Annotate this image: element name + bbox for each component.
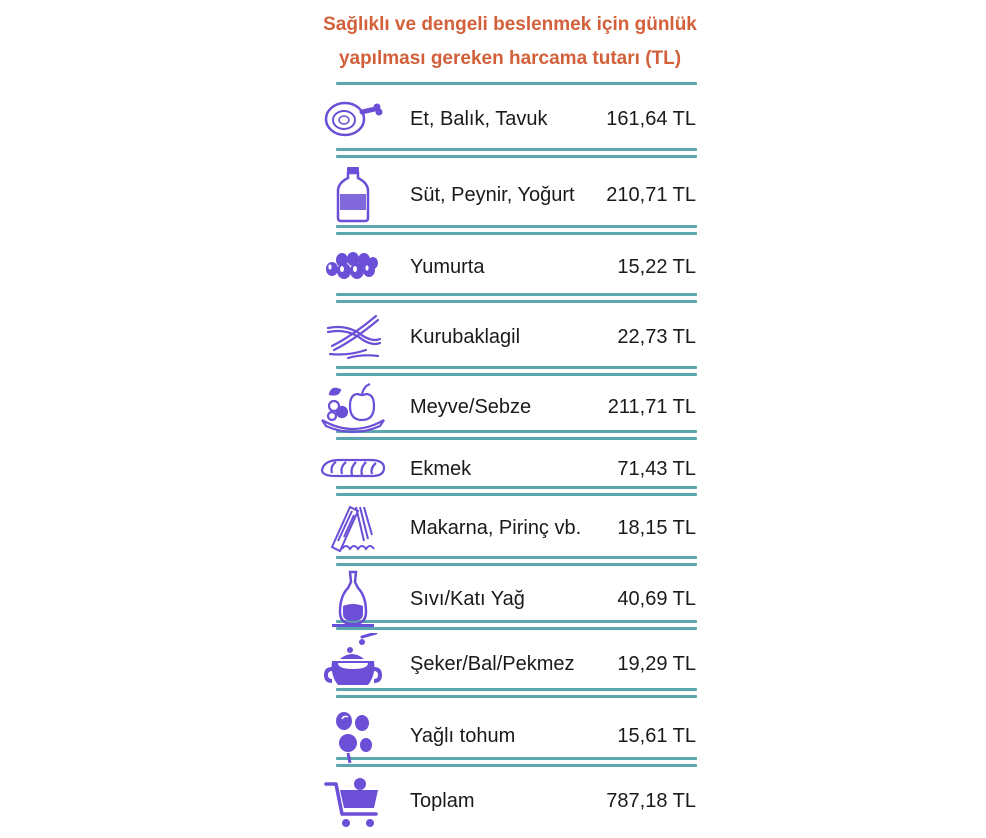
eggs-icon [318,236,388,296]
row-label: Yumurta [410,256,485,278]
row-value: 161,64 TL [606,108,696,130]
row-value: 787,18 TL [606,790,696,812]
divider-line [336,620,697,623]
divider-line [336,437,697,440]
row-value: 18,15 TL [617,517,696,539]
row-label: Toplam [410,790,475,812]
row-value: 22,73 TL [617,326,696,348]
divider-line [336,430,697,433]
divider-line [336,563,697,566]
row-label: Sıvı/Katı Yağ [410,588,525,610]
table-row: Şeker/Bal/Pekmez 19,29 TL [0,633,986,693]
legumes-icon [318,306,388,366]
honey-pot-icon [318,633,388,693]
divider-line [336,225,697,228]
divider-line [336,764,697,767]
row-label: Et, Balık, Tavuk [410,108,548,130]
divider-line [336,366,697,369]
nuts-icon [318,705,388,765]
total-row: Toplam 787,18 TL [0,770,986,830]
divider-line [336,82,697,85]
row-label: Makarna, Pirinç vb. [410,517,582,539]
table-row: Sıvı/Katı Yağ 40,69 TL [0,568,986,628]
divider-line [336,148,697,151]
divider-line [336,293,697,296]
divider-line [336,373,697,376]
pasta-icon [318,497,388,557]
divider-line [336,688,697,691]
table-row: Süt, Peynir, Yoğurt 210,71 TL [0,164,986,224]
divider-line [336,486,697,489]
table-row: Yağlı tohum 15,61 TL [0,705,986,765]
table-row: Kurubaklagil 22,73 TL [0,306,986,366]
chart-title-line-1: Sağlıklı ve dengeli beslenmek için günlü… [323,14,697,35]
meat-icon [318,88,388,148]
row-label: Kurubaklagil [410,326,521,348]
milk-bottle-icon [318,164,388,224]
divider-line [336,757,697,760]
row-label: Şeker/Bal/Pekmez [410,653,575,675]
row-label: Meyve/Sebze [410,396,532,418]
row-value: 210,71 TL [606,184,696,206]
fruit-icon [318,376,388,436]
divider-line [336,493,697,496]
row-value: 15,22 TL [617,256,696,278]
divider-line [336,300,697,303]
row-label: Süt, Peynir, Yoğurt [410,184,575,206]
table-row: Yumurta 15,22 TL [0,236,986,296]
bread-icon [318,438,388,498]
row-value: 71,43 TL [617,458,696,480]
table-row: Makarna, Pirinç vb. 18,15 TL [0,497,986,557]
divider-line [336,232,697,235]
row-label: Yağlı tohum [410,725,516,747]
chart-title-line-2: yapılması gereken harcama tutarı (TL) [338,48,682,69]
table-row: Et, Balık, Tavuk 161,64 TL [0,88,986,148]
row-value: 40,69 TL [617,588,696,610]
divider-line [336,155,697,158]
row-value: 15,61 TL [617,725,696,747]
row-value: 211,71 TL [607,396,696,418]
oil-bottle-icon [318,568,388,628]
shopping-cart-icon [318,770,388,830]
divider-line [336,556,697,559]
row-label: Ekmek [410,458,472,480]
table-row: Ekmek 71,43 TL [0,438,986,498]
divider-line [336,695,697,698]
chart-title: Sağlıklı ve dengeli beslenmek için günlü… [300,8,720,76]
table-row: Meyve/Sebze 211,71 TL [0,376,986,436]
row-value: 19,29 TL [617,653,696,675]
divider-line [336,627,697,630]
